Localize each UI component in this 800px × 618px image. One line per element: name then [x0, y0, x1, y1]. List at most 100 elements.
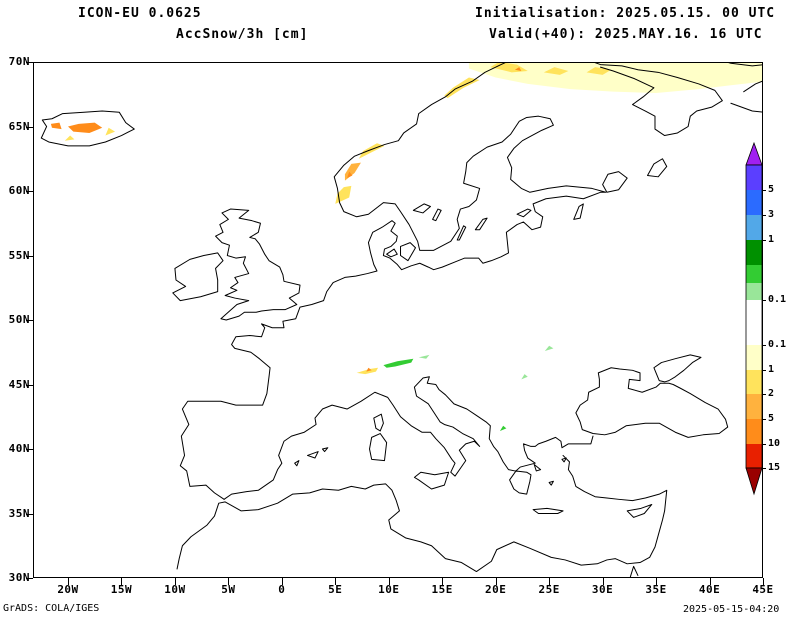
colorbar-tick	[762, 300, 766, 301]
lon-label: 20W	[57, 583, 79, 596]
snow-patches	[50, 62, 763, 431]
snow-patch	[468, 62, 763, 93]
colorbar-segment	[746, 240, 762, 265]
lon-tick	[281, 578, 283, 585]
snow-patch	[418, 354, 430, 359]
lon-tick	[228, 578, 230, 585]
snow-patch	[514, 67, 522, 72]
coastline-lakes	[413, 159, 666, 221]
lon-label: 30E	[591, 583, 614, 596]
coastline-black-sea	[576, 368, 728, 438]
valid-time: Valid(+40): 2025.MAY.16. 16 UTC	[489, 27, 763, 42]
lon-label: 25E	[538, 583, 560, 596]
lon-label: 35E	[645, 583, 667, 596]
snow-patch	[64, 135, 75, 141]
colorbar-label: 0.1	[768, 294, 787, 305]
colorbar-label: 10	[768, 438, 781, 449]
lat-label: 65N	[8, 119, 30, 133]
colorbar-tick	[762, 394, 766, 395]
snow-patch	[67, 122, 103, 133]
lat-tick	[26, 384, 33, 386]
coastline-azov	[654, 355, 701, 382]
colorbar-tick	[762, 190, 766, 191]
lat-label: 35N	[8, 506, 30, 520]
snow-patch	[544, 345, 554, 351]
grads-credit: GrADS: COLA/IGES	[3, 603, 100, 614]
lat-tick	[26, 513, 33, 515]
lat-label: 70N	[8, 55, 30, 68]
colorbar-tick	[762, 370, 766, 371]
coastline-kanin	[710, 62, 763, 112]
lon-label: 45E	[752, 583, 774, 596]
lat-tick	[26, 191, 33, 192]
colorbar-arrow	[745, 141, 763, 166]
coastline-suez	[630, 566, 637, 576]
snow-patch	[499, 425, 507, 431]
lon-label: 20E	[485, 583, 507, 596]
colorbar-segment	[746, 190, 762, 215]
colorbar-segment	[746, 283, 762, 300]
snow-patch	[50, 122, 62, 130]
lon-tick	[602, 578, 604, 585]
lon-tick	[549, 578, 551, 585]
colorbar-label: 5	[768, 413, 775, 424]
lon-label: 40E	[698, 583, 721, 596]
colorbar-tick	[762, 419, 766, 420]
colorbar-segment	[746, 444, 762, 468]
lat-tick	[26, 126, 33, 128]
colorbar-segment	[746, 394, 762, 419]
lon-tick	[121, 578, 123, 585]
colorbar-segment	[746, 215, 762, 240]
colorbar-label: 3	[768, 209, 775, 220]
map-frame	[33, 62, 763, 578]
lon-label: 5W	[221, 583, 236, 596]
colorbar-segment	[746, 300, 762, 345]
colorbar-svg	[745, 141, 763, 496]
snow-patch	[347, 171, 353, 179]
lat-label: 55N	[8, 248, 30, 262]
colorbar-segment	[746, 265, 762, 283]
variable-title: AccSnow/3h [cm]	[176, 27, 309, 42]
coastline-ireland	[173, 253, 223, 301]
lon-tick	[442, 578, 444, 585]
colorbar-label: 1	[768, 364, 775, 375]
lon-tick	[174, 578, 176, 585]
colorbar-arrow	[745, 467, 763, 496]
lon-label: 5E	[328, 583, 343, 596]
coastline-atlantic-baltic-scandinavia	[180, 62, 606, 499]
colorbar-segment	[746, 165, 762, 190]
lon-tick	[495, 578, 497, 585]
lat-label: 60N	[8, 184, 30, 197]
lat-label: 50N	[8, 313, 30, 326]
colorbar-tick	[762, 215, 766, 216]
lon-tick	[763, 578, 764, 585]
coastline-iceland	[41, 111, 134, 146]
snow-patch	[105, 127, 116, 136]
colorbar-label: 1	[768, 234, 775, 245]
colorbar-label: 15	[768, 462, 781, 473]
coastline-islands	[295, 209, 652, 517]
coastline-mediterranean-north	[224, 377, 593, 500]
snow-patch	[586, 67, 612, 75]
lat-tick	[26, 255, 33, 257]
lat-label: 30N	[8, 571, 30, 584]
colorbar-segment	[746, 345, 762, 370]
colorbar-tick	[762, 345, 766, 346]
snow-patch	[383, 358, 414, 368]
lon-tick	[656, 578, 658, 585]
snow-patch	[366, 367, 372, 372]
snow-patch	[444, 77, 480, 99]
init-time: Initialisation: 2025.05.15. 00 UTC	[475, 6, 776, 21]
lat-tick	[26, 320, 33, 321]
colorbar-segment	[746, 419, 762, 444]
lon-tick	[335, 578, 337, 585]
colorbar-label: 2	[768, 388, 775, 399]
coastlines	[41, 62, 763, 577]
colorbar-label: 5	[768, 184, 775, 195]
lon-label: 15W	[110, 583, 133, 596]
coastline-turkey-africa	[177, 455, 667, 571]
colorbar-tick	[762, 444, 766, 445]
lat-label: 40N	[8, 442, 30, 455]
snow-patch	[543, 67, 569, 75]
